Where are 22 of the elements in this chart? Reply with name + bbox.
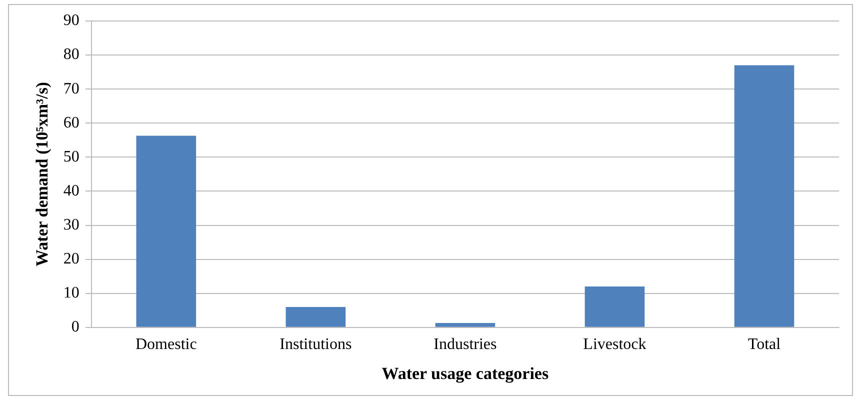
x-axis-title: Water usage categories [382, 364, 549, 384]
y-axis-title: Water demand (10⁵xm³/s) [32, 82, 52, 266]
bar [734, 65, 794, 327]
y-tick-label: 40 [63, 182, 80, 200]
x-tick-label: Domestic [135, 336, 197, 354]
x-tick-label: Total [748, 336, 782, 354]
y-tick-label: 50 [63, 148, 80, 166]
y-tick-label: 60 [63, 114, 80, 132]
y-tick-label: 30 [63, 216, 80, 234]
y-tick-label: 80 [63, 46, 80, 64]
y-tick-label: 90 [63, 12, 80, 30]
y-tick-label: 10 [63, 284, 80, 302]
bar [136, 136, 196, 327]
y-tick-label: 70 [63, 80, 80, 98]
x-tick-label: Industries [434, 336, 497, 354]
x-tick-label: Livestock [583, 336, 646, 354]
x-tick-label: Institutions [280, 336, 352, 354]
y-tick-label: 20 [63, 250, 80, 268]
bar [584, 286, 645, 327]
bar [435, 322, 496, 327]
bar [286, 306, 346, 327]
y-tick-label: 0 [71, 318, 80, 336]
